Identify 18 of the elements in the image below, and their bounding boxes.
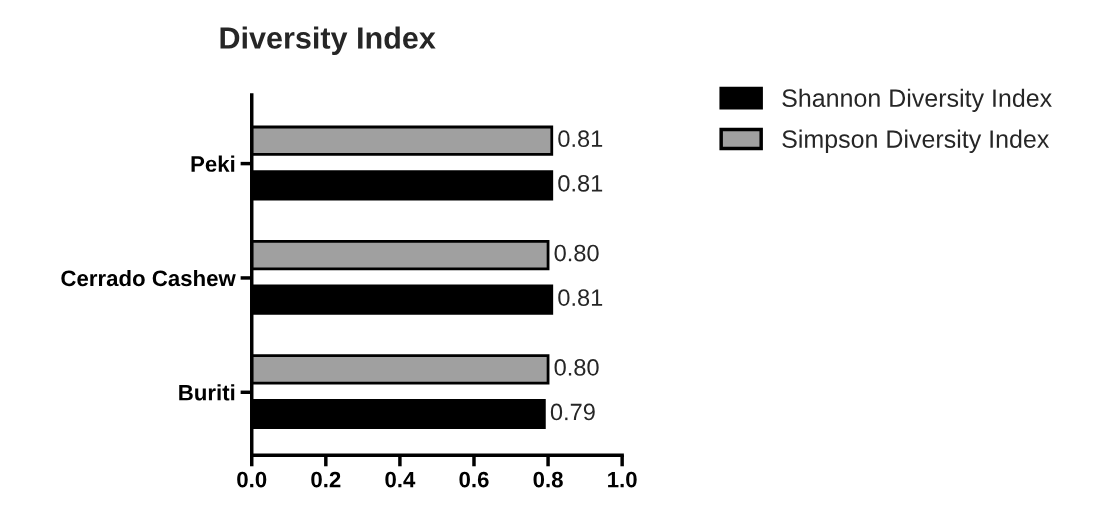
x-tick-label: 0.0	[237, 471, 267, 488]
data-label: 0.81	[558, 130, 603, 148]
chart-title: Diversity Index	[220, 26, 436, 55]
y-tick-label: Buriti	[179, 384, 235, 401]
legend-label: Simpson Diversity Index	[782, 129, 1050, 153]
x-tick-label: 0.8	[533, 471, 563, 488]
y-tick-label: Cerrado Cashew	[61, 269, 236, 287]
x-tick-label: 0.6	[459, 471, 489, 488]
data-label: 0.81	[558, 174, 603, 192]
data-label: 0.81	[558, 289, 603, 306]
data-label: 0.80	[554, 244, 599, 262]
data-label: 0.80	[554, 359, 599, 376]
x-tick-label: 0.2	[311, 471, 341, 488]
legend-label: Shannon Diversity Index	[782, 88, 1052, 112]
x-tick-label: 0.4	[385, 471, 416, 488]
data-label: 0.79	[550, 403, 595, 421]
y-tick-label: Peki	[191, 155, 235, 172]
x-tick-label: 1.0	[608, 471, 637, 488]
